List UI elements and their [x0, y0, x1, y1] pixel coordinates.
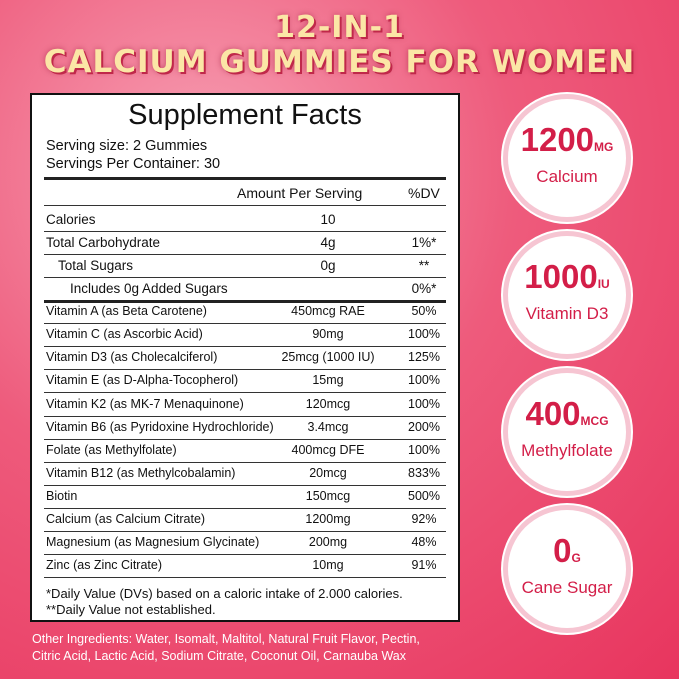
daily-value: 100% — [408, 442, 440, 457]
nutrient-name: Vitamin B12 (as Methylcobalamin) — [46, 465, 236, 480]
amount: 120mcg — [305, 396, 351, 411]
daily-value: 50% — [411, 304, 437, 319]
divider — [44, 323, 446, 325]
divider — [44, 415, 446, 417]
badge-number: 1000 — [524, 258, 598, 295]
amount: 15mg — [312, 373, 344, 388]
daily-value: 500% — [408, 488, 440, 503]
divider — [44, 369, 446, 371]
divider — [44, 577, 446, 579]
badge-number: 1200 — [520, 121, 595, 158]
badge-unit: MG — [594, 140, 614, 154]
servings-per-container: Servings Per Container: 30 — [46, 156, 221, 172]
badge-label: Calcium — [536, 167, 598, 186]
amount: 20mcg — [309, 465, 347, 480]
badge-value: 400MCG — [508, 395, 626, 433]
title-line: 12-IN-1 — [274, 10, 405, 45]
nutrient-name: Folate (as Methylfolate) — [46, 442, 177, 457]
divider — [44, 346, 446, 348]
daily-value: 100% — [408, 373, 440, 388]
amount: 1200mg — [305, 511, 351, 526]
nutrient-name: Zinc (as Zinc Citrate) — [46, 558, 162, 573]
ingredients: Citric Acid, Lactic Acid, Sodium Citrate… — [32, 649, 406, 663]
amount: 400mcg DFE — [291, 442, 365, 457]
badge-number: 0 — [553, 532, 572, 569]
divider — [44, 507, 446, 509]
divider — [44, 392, 446, 394]
daily-value: 833% — [408, 465, 440, 480]
daily-value: 91% — [411, 558, 437, 573]
daily-value: 125% — [408, 350, 440, 365]
badge-number: 400 — [525, 395, 581, 432]
amount: 0g — [320, 258, 336, 274]
facts-panel: Supplement Facts Serving size: 2 Gummies… — [30, 93, 460, 622]
badge-label: Cane Sugar — [521, 578, 613, 597]
badge-unit: IU — [597, 277, 610, 291]
nutrient-name: Includes 0g Added Sugars — [70, 281, 228, 297]
nutrient-name: Total Carbohydrate — [46, 235, 161, 251]
nutrient-name: Vitamin E (as D-Alpha-Tocopherol) — [46, 373, 239, 388]
daily-value: ** — [418, 258, 430, 274]
nutrient-name: Vitamin K2 (as MK-7 Menaquinone) — [46, 396, 244, 411]
amount: 450mcg RAE — [291, 304, 365, 319]
ingredients: Other Ingredients: Water, Isomalt, Malti… — [32, 632, 420, 646]
column-header: Amount Per Serving — [237, 185, 363, 201]
title-line: CALCIUM GUMMIES FOR WOMEN — [43, 44, 636, 80]
nutrient-name: Calories — [46, 212, 96, 227]
panel-title: Supplement Facts — [128, 99, 362, 131]
divider — [44, 461, 446, 463]
badge-value: 1000IU — [508, 258, 626, 296]
badge-value: 1200MG — [508, 121, 626, 159]
divider — [44, 553, 446, 555]
badge-label: Vitamin D3 — [525, 304, 609, 323]
daily-value: 48% — [411, 534, 437, 549]
badge-unit: MCG — [580, 414, 609, 428]
daily-value: 100% — [408, 327, 440, 342]
amount: 4g — [320, 235, 336, 251]
nutrient-name: Vitamin D3 (as Cholecalciferol) — [46, 350, 218, 365]
nutrient-name: Vitamin C (as Ascorbic Acid) — [46, 327, 203, 342]
amount: 10 — [320, 212, 336, 227]
divider — [44, 254, 446, 256]
amount: 25mcg (1000 IU) — [281, 350, 375, 365]
amount: 3.4mcg — [307, 419, 349, 434]
footnote: *Daily Value (DVs) based on a caloric in… — [46, 586, 403, 601]
divider — [44, 530, 446, 532]
nutrient-name: Magnesium (as Magnesium Glycinate) — [46, 534, 260, 549]
divider — [44, 231, 446, 232]
nutrient-name: Calcium (as Calcium Citrate) — [46, 511, 206, 526]
badge: 400MCG Methylfolate — [508, 373, 626, 491]
nutrient-name: Vitamin B6 (as Pyridoxine Hydrochloride) — [46, 419, 274, 434]
badge: 1000IU Vitamin D3 — [508, 236, 626, 354]
divider — [44, 438, 446, 440]
nutrient-name: Total Sugars — [58, 258, 134, 274]
badge-label: Methylfolate — [521, 441, 613, 460]
nutrient-name: Biotin — [46, 488, 78, 503]
daily-value: 200% — [408, 419, 440, 434]
daily-value: 92% — [411, 511, 437, 526]
divider — [44, 277, 446, 279]
badge: 1200MG Calcium — [508, 99, 626, 217]
amount: 200mg — [308, 534, 348, 549]
divider — [44, 300, 446, 304]
divider — [44, 484, 446, 486]
badge-value: 0G — [508, 532, 626, 570]
nutrient-name: Vitamin A (as Beta Carotene) — [46, 304, 207, 319]
divider — [44, 177, 446, 180]
serving-size: Serving size: 2 Gummies — [46, 138, 208, 154]
daily-value: 1%* — [411, 235, 437, 251]
footnote: **Daily Value not established. — [46, 602, 216, 617]
daily-value: 100% — [408, 396, 440, 411]
column-header: %DV — [408, 185, 440, 201]
badge-unit: G — [571, 551, 581, 565]
amount: 90mg — [312, 327, 344, 342]
divider — [44, 205, 446, 206]
amount: 150mcg — [305, 488, 351, 503]
badge: 0G Cane Sugar — [508, 510, 626, 628]
amount: 10mg — [312, 558, 344, 573]
daily-value: 0%* — [411, 281, 437, 297]
